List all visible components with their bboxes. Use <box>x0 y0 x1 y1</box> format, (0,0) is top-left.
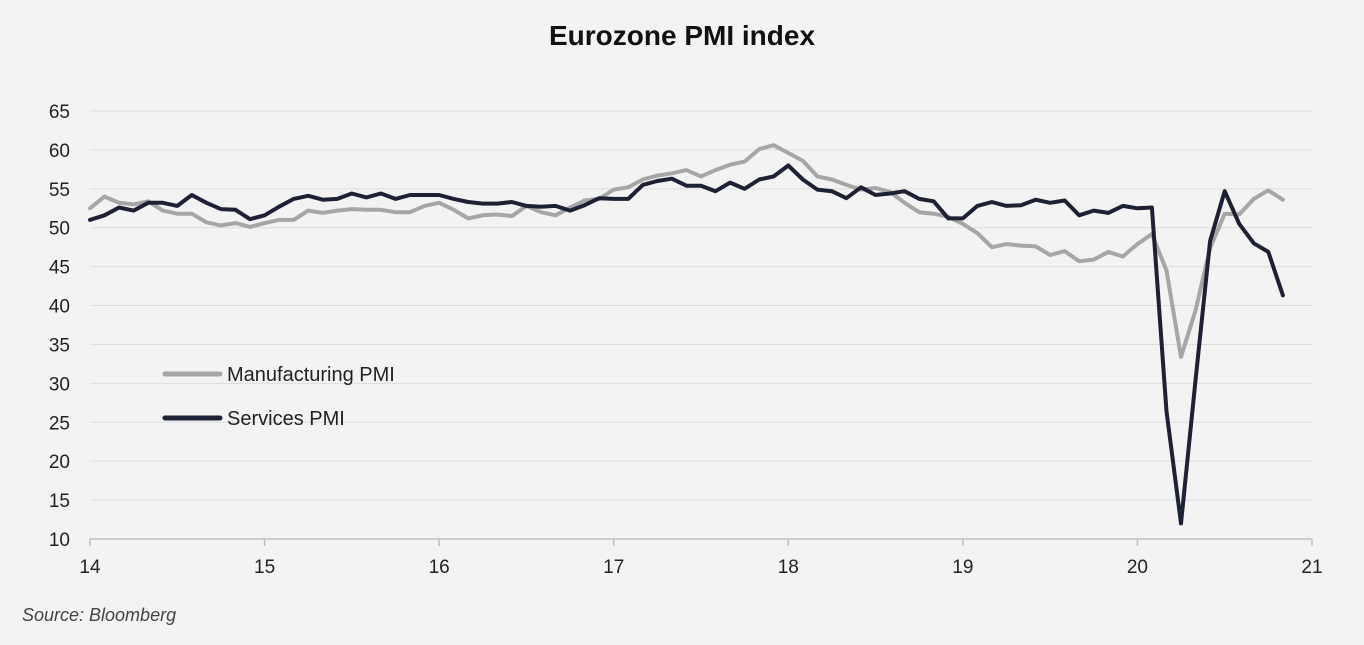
y-axis-ticks: 10 15 20 25 30 35 40 45 50 55 60 65 <box>49 102 70 551</box>
x-tick-label: 16 <box>429 557 450 578</box>
y-tick-label: 30 <box>49 374 70 395</box>
y-tick-label: 25 <box>49 413 70 434</box>
y-tick-label: 15 <box>49 491 70 512</box>
y-tick-label: 55 <box>49 180 70 201</box>
x-tick-label: 21 <box>1301 557 1322 578</box>
legend-label: Services PMI <box>227 408 345 430</box>
series-line-0 <box>88 143 1285 359</box>
x-tick-label: 17 <box>603 557 624 578</box>
series-line-1 <box>88 163 1285 526</box>
legend-label: Manufacturing PMI <box>227 364 395 386</box>
x-tick-label: 19 <box>952 557 973 578</box>
gridlines <box>90 110 1312 501</box>
y-tick-label: 35 <box>49 335 70 356</box>
chart-title: Eurozone PMI index <box>548 20 816 51</box>
y-tick-label: 40 <box>49 297 70 318</box>
y-tick-label: 10 <box>49 530 70 551</box>
x-tick-label: 14 <box>79 557 101 578</box>
y-tick-label: 65 <box>49 102 70 123</box>
legend: Manufacturing PMI Services PMI <box>162 364 395 430</box>
series-lines <box>88 143 1285 526</box>
x-axis: 14 15 16 17 18 19 20 21 <box>79 538 1323 578</box>
x-tick-label: 18 <box>778 557 799 578</box>
source-note: Source: Bloomberg <box>22 605 177 625</box>
y-tick-label: 60 <box>49 141 70 162</box>
y-tick-label: 50 <box>49 219 70 240</box>
x-tick-label: 15 <box>254 557 275 578</box>
x-tick-label: 20 <box>1127 557 1148 578</box>
y-tick-label: 20 <box>49 452 70 473</box>
y-tick-label: 45 <box>49 258 70 279</box>
